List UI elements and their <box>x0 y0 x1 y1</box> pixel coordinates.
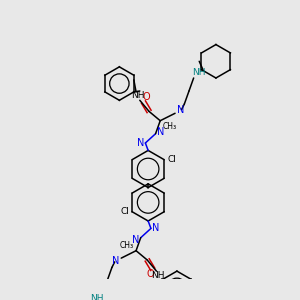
Text: NH: NH <box>152 271 165 280</box>
Text: N: N <box>177 106 184 116</box>
Text: N: N <box>152 224 159 233</box>
Text: O: O <box>142 92 150 103</box>
Text: NH: NH <box>193 68 206 77</box>
Text: N: N <box>112 256 119 266</box>
Text: N: N <box>137 138 144 148</box>
Text: NH: NH <box>131 91 145 100</box>
Text: Cl: Cl <box>120 207 129 216</box>
Text: NH: NH <box>90 295 104 300</box>
Text: CH₃: CH₃ <box>120 241 134 250</box>
Text: CH₃: CH₃ <box>162 122 177 131</box>
Text: N: N <box>132 235 140 244</box>
Text: Cl: Cl <box>167 155 176 164</box>
Text: O: O <box>146 269 154 279</box>
Text: N: N <box>157 127 164 137</box>
